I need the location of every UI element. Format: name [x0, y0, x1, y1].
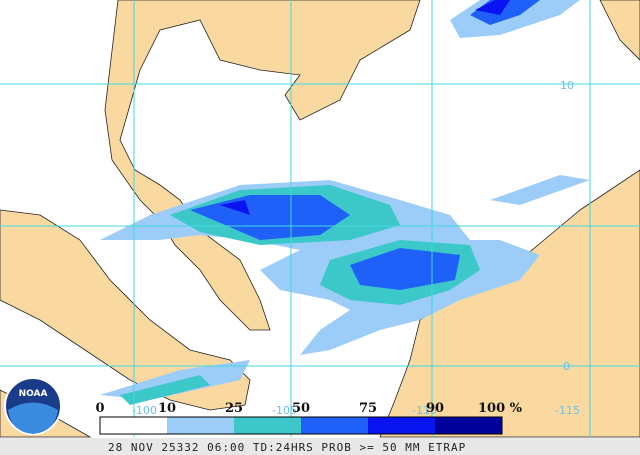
lon-label: -100 [132, 404, 157, 417]
precip [100, 0, 590, 405]
legend-swatch [368, 417, 435, 434]
legend-label: 0 [95, 401, 104, 416]
land [0, 0, 640, 438]
legend-swatch [301, 417, 368, 434]
legend-swatch [167, 417, 234, 434]
footer-text: 28 NOV 25332 06:00 TD:24HRS PROB >= 50 M… [108, 441, 466, 454]
legend-label: 100 % [478, 401, 523, 416]
legend-label: 25 [225, 401, 243, 416]
lon-label: -105 [272, 404, 297, 417]
lon-label: -115 [555, 404, 580, 417]
legend-label: 50 [292, 401, 310, 416]
mainland [104, 0, 421, 331]
island [599, 0, 640, 61]
lat-label: 0 [563, 360, 570, 373]
legend-label: 90 [426, 401, 444, 416]
legend-swatch [100, 417, 167, 434]
legend-frame [99, 416, 503, 435]
footer-bar [0, 438, 640, 455]
legend-label: 75 [359, 401, 377, 416]
lon-label: -110 [412, 404, 437, 417]
lat-label: 10 [560, 79, 574, 92]
logo-text: NOAA [19, 389, 48, 399]
graticule [0, 0, 640, 437]
legend-swatch [435, 417, 502, 434]
noaa-logo: NOAA [4, 377, 62, 435]
legend-swatch [234, 417, 301, 434]
island [0, 209, 251, 411]
legend-label: 10 [158, 401, 176, 416]
legend: 0 10 25 50 75 90 100 % [95, 401, 523, 435]
